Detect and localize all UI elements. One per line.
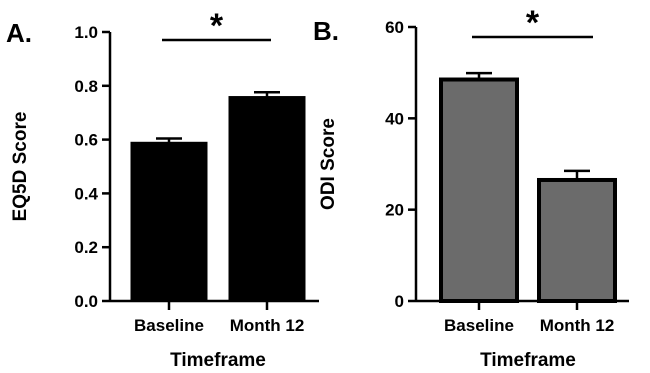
bar [537,177,617,304]
y-tick-label: 60 [385,18,404,37]
y-tick-label: 20 [385,201,404,220]
chart-panel-eq5d: A. 0.0 0.2 0.4 0.6 0.8 1.0 Baseline Month 12 Time… [6,7,319,371]
y-axis-title: ODI Score [318,118,339,210]
x-tick-label: Month 12 [230,316,305,335]
y-tick-label: 40 [385,109,404,128]
significance-marker: * [210,7,224,45]
x-tick-label: Baseline [444,316,514,335]
bar [228,96,306,302]
y-tick-label: 0.8 [74,77,98,96]
y-tick-label: 0.6 [74,131,98,150]
x-tick-label: Month 12 [540,316,615,335]
y-tick-label: 1.0 [74,23,98,42]
chart-panel-odi: B. 0 20 40 60 Baseline Month 12 Timeframe ODI Sc… [313,4,629,371]
panel-label: B. [313,16,339,46]
y-axis-title: EQ5D Score [10,112,31,222]
y-tick-label: 0.4 [74,184,98,203]
x-axis-title: Timeframe [170,350,266,371]
y-tick-label: 0.2 [74,238,98,257]
panel-label: A. [6,18,32,48]
significance-marker: * [526,4,540,42]
y-tick-label: 0 [395,292,404,311]
bar [130,141,208,302]
bar [439,77,519,304]
y-tick-label: 0.0 [74,292,98,311]
x-tick-label: Baseline [134,316,204,335]
x-axis-title: Timeframe [480,350,576,371]
